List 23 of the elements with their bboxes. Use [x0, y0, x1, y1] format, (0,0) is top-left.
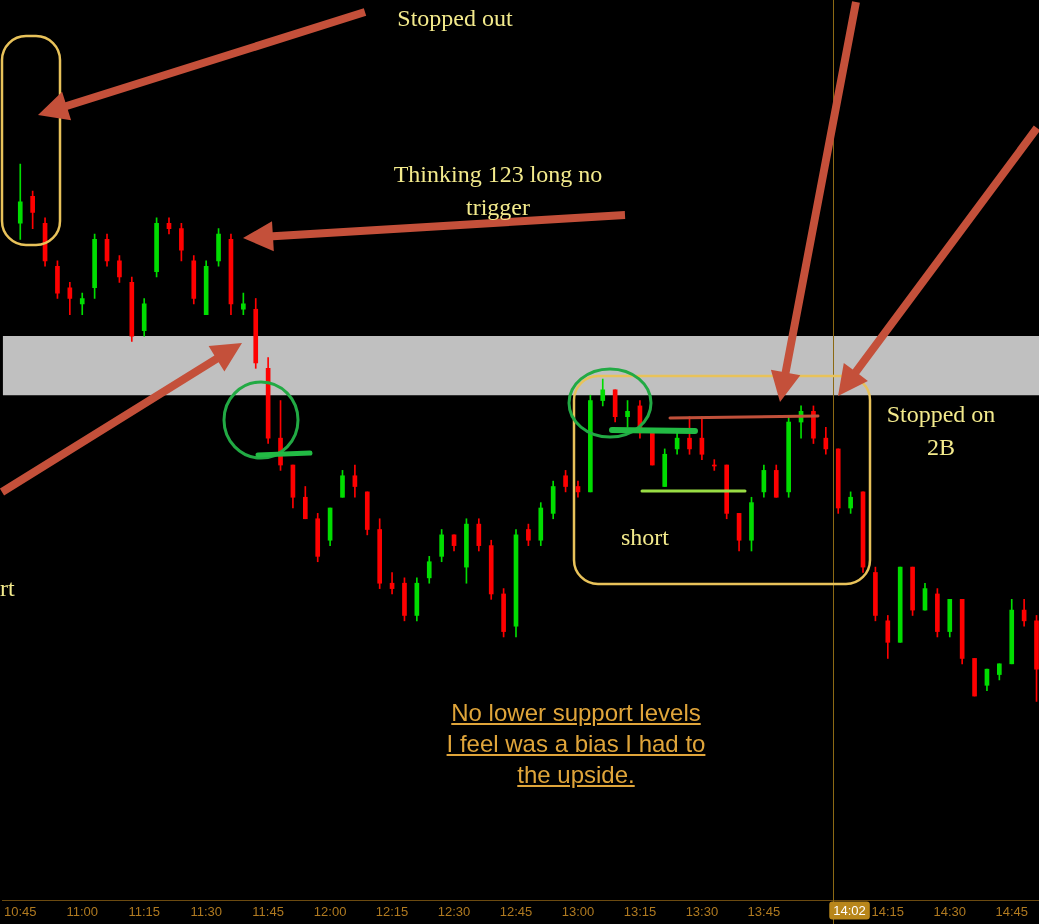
x-tick-label: 13:45 — [747, 903, 781, 919]
annotation: No lower support levels I feel was a bias I had to the upside. — [446, 698, 706, 790]
x-tick-label: 13:15 — [623, 903, 657, 919]
annotation: Thinking 123 long no trigger — [392, 160, 604, 222]
x-tick-label: 11:00 — [66, 903, 99, 919]
x-tick-label: 11:15 — [128, 903, 160, 919]
annotation: rt — [0, 574, 16, 603]
x-tick-label: 14:15 — [871, 903, 905, 919]
text: Stopped out — [396, 4, 514, 33]
annotation: Stopped on 2B — [885, 400, 997, 462]
x-tick-label: 12:45 — [499, 903, 533, 919]
x-tick-label: 14:45 — [995, 903, 1029, 919]
x-tick-label: 11:30 — [190, 903, 222, 919]
x-tick-label: 12:30 — [437, 903, 471, 919]
x-tick-label: 10:45 — [3, 903, 37, 919]
annotation: short — [620, 523, 670, 552]
x-tick-label: 12:00 — [313, 903, 347, 919]
ref-line-label: 14:02 — [833, 902, 866, 918]
x-tick-label: 14:30 — [933, 903, 967, 919]
x-tick-label: 12:15 — [375, 903, 409, 919]
x-tick-label: 13:30 — [685, 903, 719, 919]
x-tick-label: 11:45 — [252, 903, 284, 919]
x-tick-label: 13:00 — [561, 903, 595, 919]
